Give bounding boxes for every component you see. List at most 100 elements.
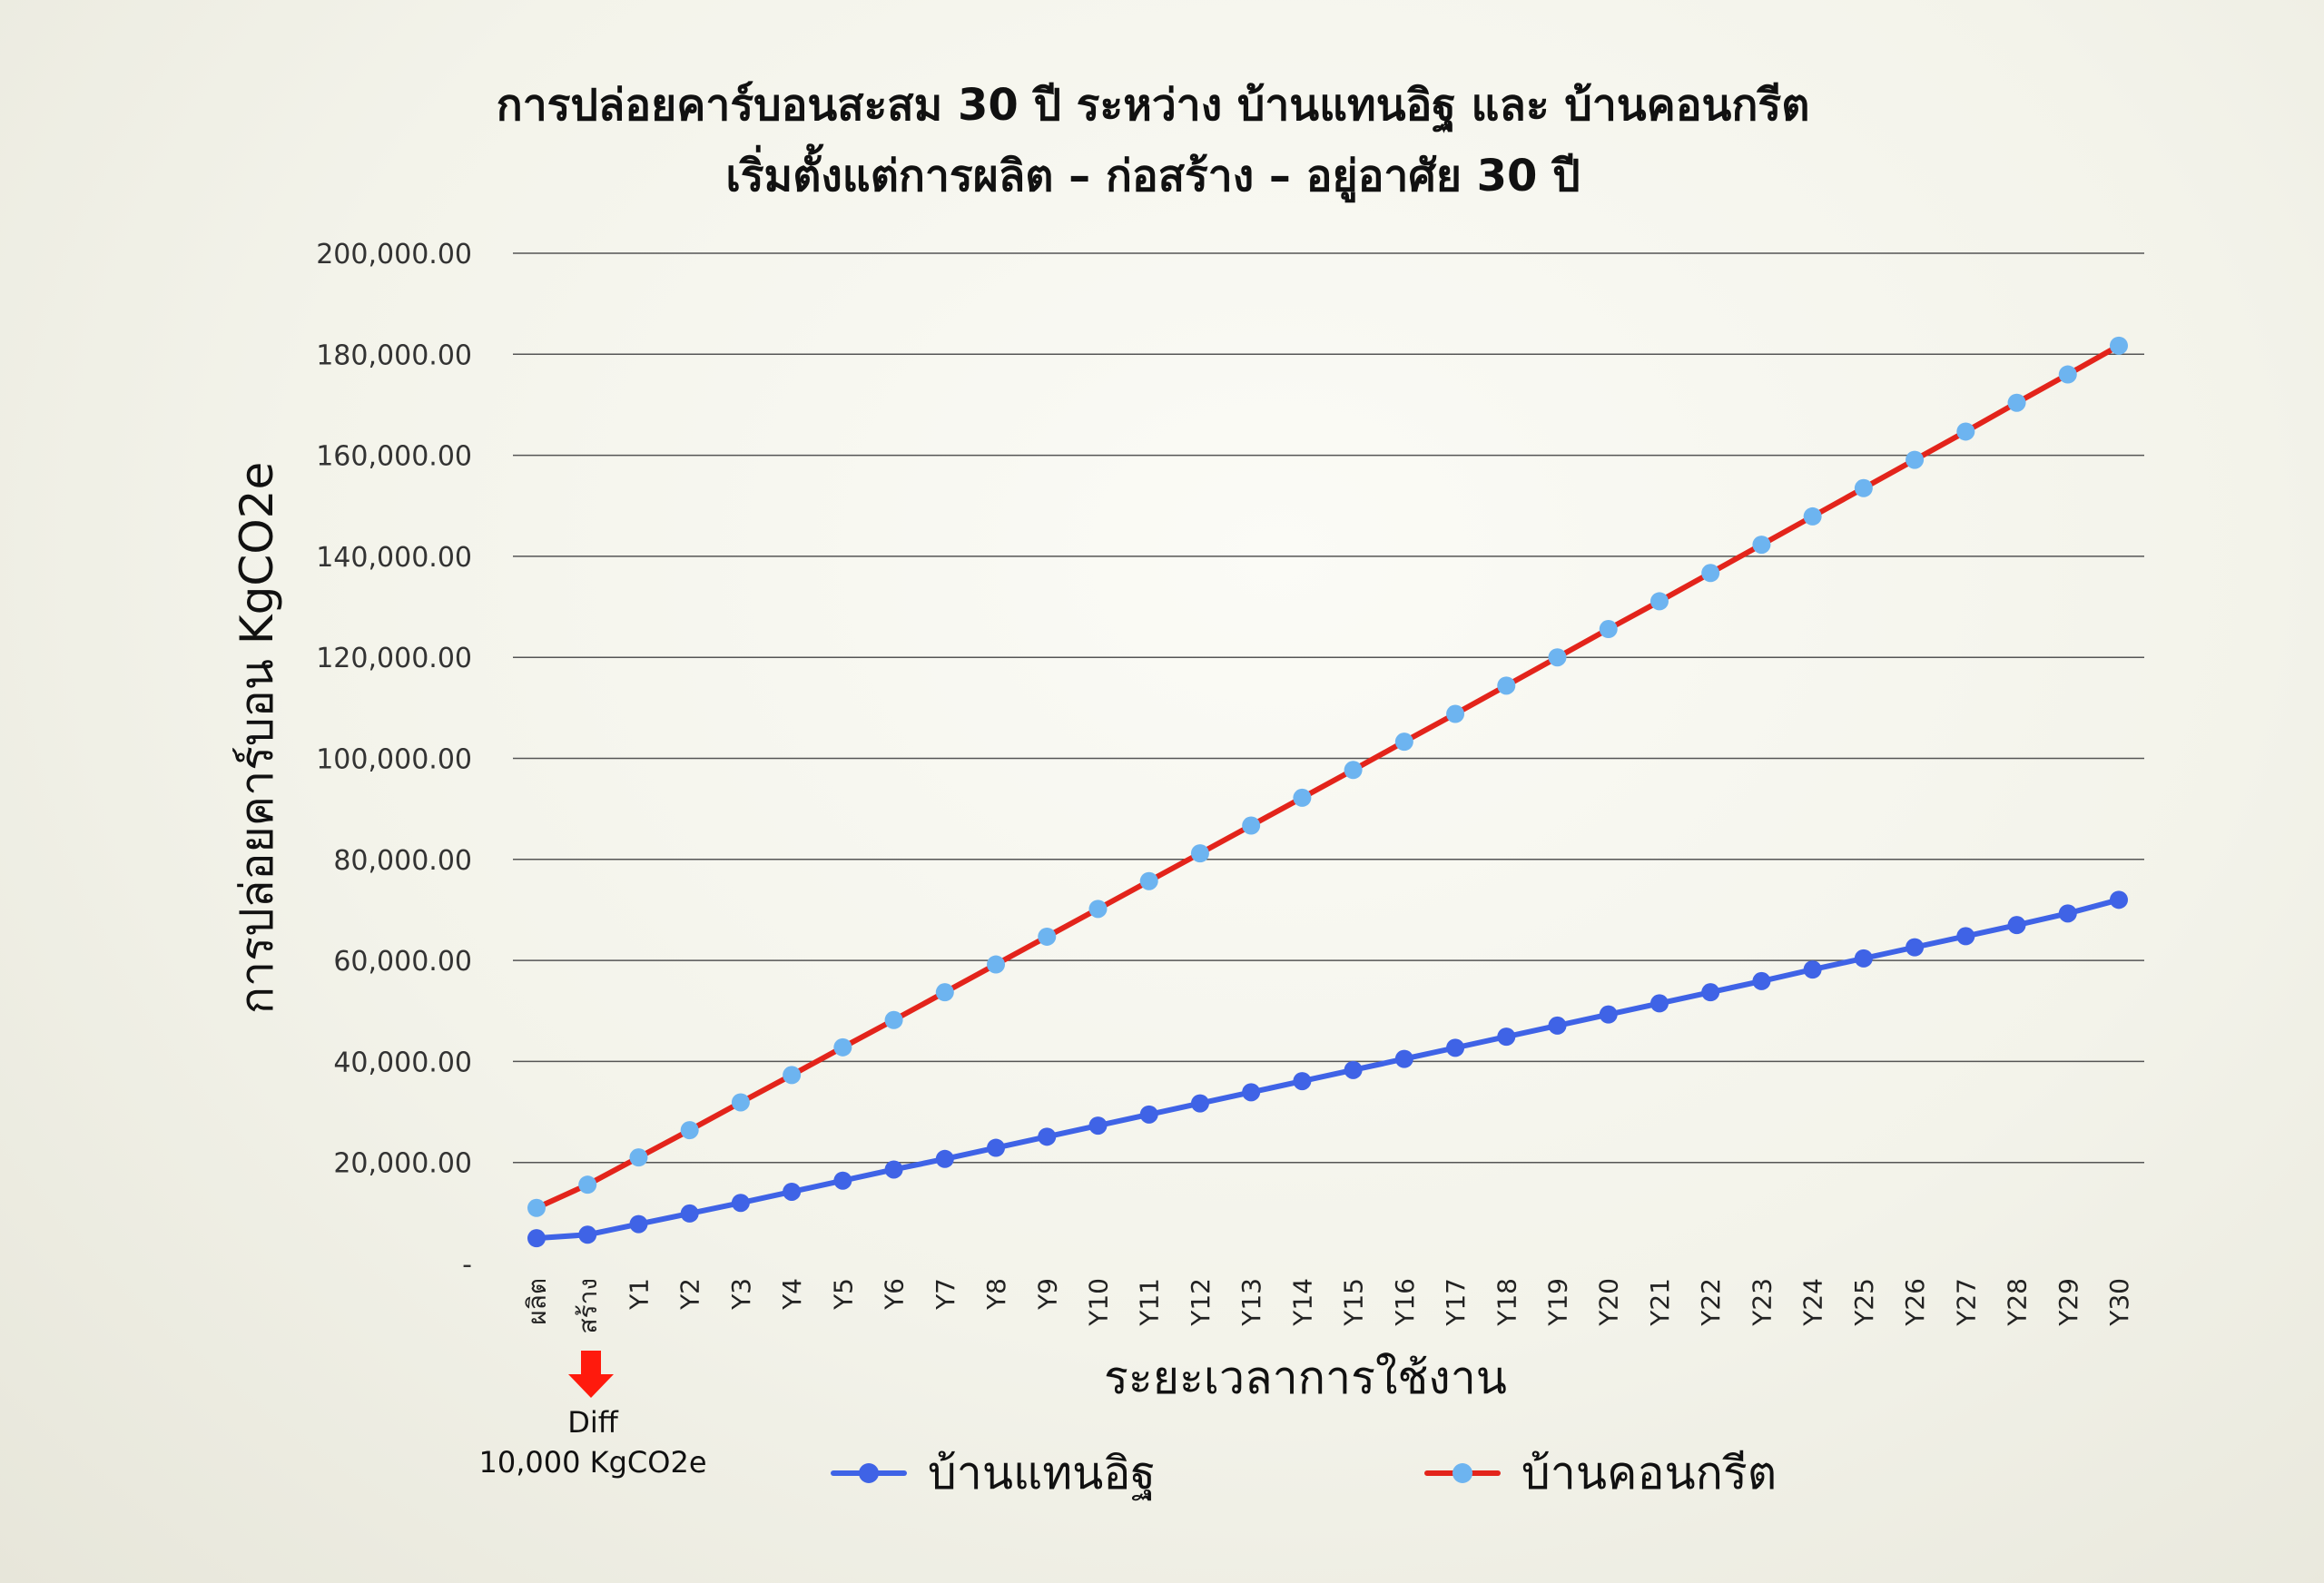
data-point	[884, 1160, 903, 1179]
x-tick-label: Y26	[1900, 1278, 1930, 1327]
data-point	[833, 1171, 852, 1190]
data-point	[2058, 365, 2077, 384]
data-point	[1548, 1016, 1567, 1035]
x-tick-label: Y1	[624, 1278, 654, 1311]
data-point	[987, 1138, 1006, 1157]
data-point	[1599, 620, 1618, 639]
legend-label-brick: บ้านแทนอิฐ	[928, 1447, 1156, 1500]
data-point	[2110, 336, 2128, 355]
data-point	[1446, 704, 1465, 723]
data-point	[1497, 1027, 1516, 1047]
data-point	[1649, 994, 1669, 1013]
series-0	[527, 890, 2128, 1248]
data-point	[2007, 393, 2026, 412]
data-point	[680, 1204, 699, 1223]
x-tick-label: Y13	[1236, 1278, 1266, 1327]
data-point	[1854, 478, 1873, 497]
y-tick-label: 40,000.00	[333, 1047, 472, 1078]
y-tick-label: 20,000.00	[333, 1148, 472, 1180]
data-point	[1139, 1105, 1158, 1124]
data-point	[1701, 564, 1720, 583]
data-point	[1956, 927, 1975, 946]
x-tick-label: สร้าง	[573, 1278, 603, 1334]
x-tick-label: Y3	[726, 1278, 756, 1311]
data-point	[987, 955, 1006, 974]
data-point	[731, 1093, 750, 1112]
x-tick-label: Y16	[1390, 1278, 1420, 1327]
data-point	[1803, 506, 1822, 526]
gridlines	[513, 252, 2144, 1164]
data-point	[680, 1121, 699, 1140]
x-tick-label: Y28	[2003, 1278, 2033, 1327]
x-tick-label: Y7	[931, 1278, 960, 1311]
data-point	[935, 1149, 954, 1168]
y-tick-label: 200,000.00	[316, 239, 472, 270]
data-point	[1752, 536, 1771, 555]
data-point	[1190, 1094, 1209, 1113]
diff-value: 10,000 KgCO2e	[478, 1445, 706, 1480]
y-tick-label: 140,000.00	[316, 542, 472, 574]
data-point	[1497, 676, 1516, 695]
x-tick-label: Y10	[1083, 1278, 1113, 1327]
data-point	[1599, 1005, 1618, 1024]
data-point	[1394, 1049, 1413, 1068]
x-tick-label: Y20	[1594, 1278, 1624, 1327]
x-tick-label: Y4	[777, 1278, 807, 1311]
data-point	[1088, 1116, 1108, 1136]
x-tick-label: Y30	[2104, 1278, 2134, 1327]
data-point	[1139, 871, 1158, 890]
y-tick-labels: - 20,000.00 40,000.00 60,000.00 80,000.00 100…	[316, 239, 472, 1281]
data-point	[2110, 890, 2128, 909]
data-point	[578, 1175, 597, 1195]
data-point	[2058, 904, 2077, 923]
x-tick-label: Y18	[1492, 1278, 1521, 1327]
diff-arrow-head	[568, 1374, 614, 1398]
chart-title: การปล่อยคาร์บอนสะสม 30 ปี ระหว่าง บ้านแท…	[497, 80, 1810, 133]
data-point	[2007, 916, 2026, 935]
legend-label-concrete: บ้านคอนกรีต	[1521, 1447, 1777, 1499]
y-tick-label: 100,000.00	[316, 744, 472, 776]
data-point	[1242, 1083, 1261, 1102]
data-point	[833, 1037, 852, 1057]
x-tick-label: Y24	[1798, 1278, 1828, 1327]
x-tick-label: Y12	[1186, 1278, 1216, 1327]
x-tick-label: Y25	[1849, 1278, 1879, 1327]
y-tick-label: 160,000.00	[316, 441, 472, 473]
x-tick-label: Y8	[981, 1278, 1011, 1311]
diff-arrow-shaft	[581, 1351, 601, 1378]
x-tick-label: Y19	[1543, 1278, 1573, 1327]
data-point	[1344, 761, 1363, 780]
y-tick-label: 180,000.00	[316, 339, 472, 371]
legend-marker-brick	[859, 1463, 879, 1483]
x-tick-labels: ผลิต สร้าง Y1 Y2 Y3 Y4 Y5 Y6 Y7 Y8 Y9 Y10 Y11 Y12 Y13 Y…	[522, 1278, 2134, 1334]
data-point	[527, 1229, 546, 1248]
data-point	[1242, 816, 1261, 835]
x-tick-label: Y11	[1135, 1278, 1165, 1327]
data-point	[935, 983, 954, 1002]
x-tick-label: Y2	[675, 1278, 705, 1311]
legend-item-brick: บ้านแทนอิฐ	[831, 1447, 1156, 1500]
data-point	[1905, 938, 1925, 957]
x-tick-label: Y22	[1696, 1278, 1726, 1327]
x-tick-label: Y6	[880, 1278, 910, 1311]
data-point	[1854, 949, 1873, 968]
series-1	[527, 336, 2128, 1217]
data-point	[629, 1214, 648, 1234]
data-point	[1394, 733, 1413, 752]
legend-marker-concrete	[1452, 1463, 1472, 1483]
data-point	[1190, 844, 1209, 863]
y-tick-label: 60,000.00	[333, 946, 472, 978]
x-tick-label: Y23	[1747, 1278, 1777, 1327]
x-tick-label: Y15	[1339, 1278, 1369, 1327]
data-point	[1956, 422, 1975, 441]
x-tick-label: Y27	[1951, 1278, 1981, 1327]
series-line	[534, 342, 2122, 1211]
x-tick-label: Y29	[2053, 1278, 2083, 1327]
y-tick-label: -	[462, 1249, 472, 1281]
y-axis-label: การปล่อยคาร์บอน KgCO2e	[231, 462, 283, 1015]
data-point	[1752, 971, 1771, 990]
data-point	[1038, 927, 1057, 946]
data-point	[1293, 1072, 1312, 1091]
data-point	[1446, 1038, 1465, 1057]
